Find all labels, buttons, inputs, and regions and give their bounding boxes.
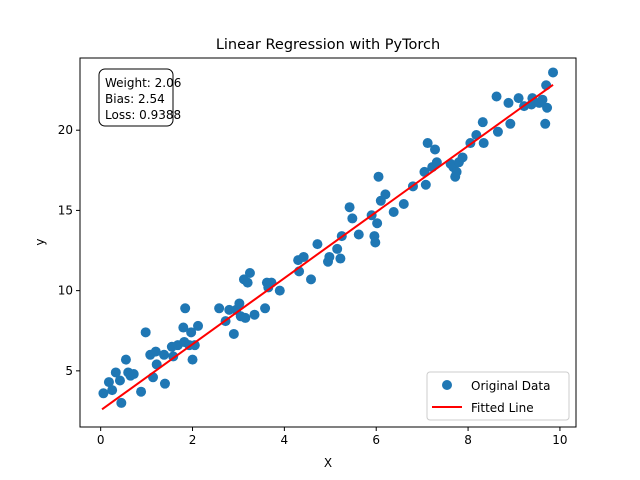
data-point bbox=[548, 67, 559, 78]
data-point bbox=[312, 239, 323, 250]
data-point bbox=[373, 171, 384, 182]
y-tick-label: 15 bbox=[58, 203, 73, 217]
data-point bbox=[110, 367, 121, 378]
data-point bbox=[491, 91, 502, 102]
data-point bbox=[224, 304, 235, 315]
x-tick-label: 8 bbox=[464, 433, 472, 447]
data-point bbox=[244, 267, 255, 278]
data-point bbox=[214, 303, 225, 314]
parameter-info-box: Weight: 2.06 Bias: 2.54 Loss: 0.9388 bbox=[98, 68, 181, 127]
data-point bbox=[234, 298, 245, 309]
data-point bbox=[274, 285, 285, 296]
data-point bbox=[116, 397, 127, 408]
plot-frame bbox=[79, 57, 577, 428]
data-point bbox=[420, 179, 431, 190]
data-point bbox=[103, 377, 114, 388]
data-point bbox=[477, 117, 488, 128]
data-point bbox=[505, 118, 516, 129]
data-point bbox=[372, 218, 383, 229]
data-point bbox=[324, 251, 335, 262]
data-point bbox=[249, 309, 260, 320]
data-point bbox=[388, 207, 399, 218]
info-weight: Weight: 2.06 bbox=[105, 76, 181, 90]
y-tick-label: 5 bbox=[65, 364, 73, 378]
data-point bbox=[159, 349, 170, 360]
data-point bbox=[347, 213, 358, 224]
data-point bbox=[422, 138, 433, 149]
info-bias: Bias: 2.54 bbox=[105, 92, 165, 106]
legend-label-fitted-line: Fitted Line bbox=[471, 401, 534, 415]
data-point bbox=[430, 144, 441, 155]
data-point bbox=[128, 369, 139, 380]
y-tick-label: 20 bbox=[58, 123, 73, 137]
data-point bbox=[540, 118, 551, 129]
fitted-line bbox=[101, 83, 554, 411]
data-point bbox=[380, 189, 391, 200]
data-point bbox=[140, 327, 151, 338]
x-tick-label: 10 bbox=[552, 433, 567, 447]
data-point bbox=[187, 354, 198, 365]
data-point bbox=[335, 253, 346, 264]
y-axis-label: y bbox=[33, 238, 47, 245]
data-point bbox=[186, 327, 197, 338]
legend-label-original-data: Original Data bbox=[471, 379, 550, 393]
data-point bbox=[431, 157, 442, 168]
x-tick-label: 2 bbox=[189, 433, 197, 447]
data-point bbox=[136, 386, 147, 397]
data-point bbox=[353, 229, 364, 240]
data-point bbox=[260, 303, 271, 314]
x-axis-label: X bbox=[324, 456, 332, 470]
data-point bbox=[242, 277, 253, 288]
data-point bbox=[398, 198, 409, 209]
y-axis: 5 10 15 20 bbox=[58, 123, 80, 378]
data-point bbox=[180, 303, 191, 314]
x-tick-label: 6 bbox=[372, 433, 380, 447]
data-point bbox=[344, 202, 355, 213]
data-point bbox=[478, 138, 489, 149]
info-loss: Loss: 0.9388 bbox=[105, 108, 181, 122]
data-point bbox=[332, 243, 343, 254]
data-point bbox=[150, 346, 161, 357]
data-point bbox=[178, 322, 189, 333]
data-point bbox=[107, 385, 118, 396]
info-box-frame bbox=[98, 68, 174, 127]
data-point bbox=[193, 320, 204, 331]
data-point bbox=[537, 94, 548, 105]
x-tick-label: 4 bbox=[281, 433, 289, 447]
data-point bbox=[457, 152, 468, 163]
x-tick-label: 0 bbox=[97, 433, 105, 447]
legend-scatter-marker bbox=[442, 380, 452, 390]
data-point bbox=[306, 274, 317, 285]
data-point bbox=[266, 277, 277, 288]
data-point bbox=[503, 97, 514, 108]
data-point bbox=[298, 251, 309, 262]
data-point bbox=[513, 93, 524, 104]
y-tick-label: 10 bbox=[58, 284, 73, 298]
x-axis: 0 2 4 6 8 10 bbox=[97, 427, 568, 447]
data-point bbox=[98, 388, 109, 399]
data-point bbox=[228, 328, 239, 339]
data-point bbox=[189, 340, 200, 351]
data-point bbox=[370, 237, 381, 248]
legend: Original Data Fitted Line bbox=[426, 371, 570, 421]
data-point bbox=[542, 102, 553, 113]
chart-title: Linear Regression with PyTorch bbox=[216, 37, 440, 53]
legend-frame bbox=[426, 371, 570, 421]
plot-area bbox=[98, 67, 559, 411]
data-point bbox=[492, 126, 503, 137]
data-point bbox=[114, 375, 125, 386]
data-point bbox=[120, 354, 131, 365]
data-point bbox=[451, 166, 462, 177]
data-point bbox=[159, 378, 170, 389]
data-point bbox=[240, 312, 251, 323]
data-point bbox=[151, 359, 162, 370]
